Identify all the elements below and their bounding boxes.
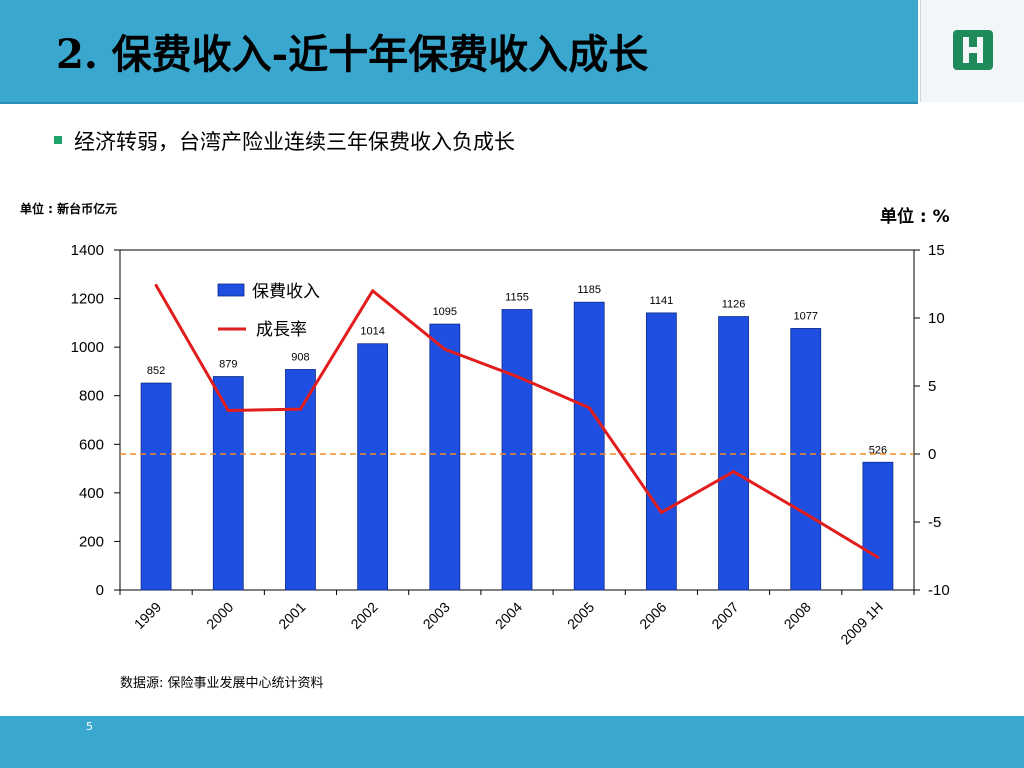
bar-2008	[790, 328, 822, 591]
bar-data-label: 908	[291, 351, 309, 363]
y-left-tick-label: 1400	[71, 242, 104, 259]
y-right-tick-label: 15	[928, 242, 945, 259]
legend-line-label: 成長率	[256, 320, 307, 340]
bar-2006	[645, 312, 677, 591]
growth-point-2002	[371, 289, 375, 293]
x-tick-label: 1999	[131, 599, 164, 632]
bar-2000	[212, 376, 244, 591]
y-left-tick-label: 1200	[71, 291, 104, 308]
x-tick-label: 2000	[203, 599, 236, 632]
x-tick-label: 2005	[564, 599, 597, 632]
growth-point-2008	[804, 512, 808, 516]
x-tick-label: 2003	[420, 599, 453, 632]
x-tick-label: 2004	[492, 599, 525, 632]
bar-1999	[140, 382, 172, 591]
y-left-tick-label: 400	[79, 485, 104, 502]
growth-point-2003	[443, 347, 447, 351]
unit-right-label: 单位 : %	[880, 207, 950, 227]
unit-left-label: 单位 : 新台币亿元	[20, 202, 118, 216]
y-left-tick-label: 800	[79, 388, 104, 405]
y-left-tick-label: 1000	[71, 339, 104, 356]
bar-2002	[357, 343, 389, 591]
x-tick-label: 2006	[636, 599, 669, 632]
growth-point-1999	[154, 283, 158, 287]
bar-data-label: 1014	[360, 326, 384, 338]
bar-data-label: 1126	[722, 299, 746, 311]
y-right-tick-label: 10	[928, 310, 945, 327]
y-left-tick-label: 0	[96, 582, 104, 599]
growth-point-2005	[587, 406, 591, 410]
x-tick-label: 2001	[275, 599, 308, 632]
x-tick-label: 2007	[708, 599, 741, 632]
source-note: 数据源: 保险事业发展中心统计资料	[120, 676, 324, 691]
page-number: 5	[86, 720, 93, 733]
growth-point-2006	[659, 510, 663, 514]
legend-bar-swatch	[217, 283, 245, 297]
bullet-item: 经济转弱，台湾产险业连续三年保费收入负成长	[54, 126, 515, 156]
bar-data-label: 852	[147, 365, 165, 377]
company-logo-icon	[953, 30, 993, 70]
footer-bar	[0, 716, 1024, 768]
legend-bar-label: 保費收入	[252, 282, 320, 302]
y-right-tick-label: -5	[928, 514, 941, 531]
bar-2004	[501, 309, 533, 591]
y-right-tick-label: 5	[928, 378, 936, 395]
x-tick-label: 2009 1H	[837, 599, 886, 648]
bar-data-label: 879	[219, 359, 237, 371]
bar-data-label: 1077	[793, 310, 817, 322]
bar-data-label: 1095	[433, 306, 457, 318]
bullet-square-icon	[54, 136, 62, 144]
combo-chart: 0 200 400 600 800 1000 1200 1400 -10 -5 0 5 10 15 852 8…	[71, 242, 950, 648]
bar-data-label: 1185	[577, 284, 601, 296]
y-left-tick-label: 600	[79, 436, 104, 453]
growth-point-2004	[515, 374, 519, 378]
y-right-tick-label: -10	[928, 582, 950, 599]
growth-point-2000	[226, 408, 230, 412]
growth-point-2001	[298, 407, 302, 411]
bar-2005	[573, 301, 605, 591]
bar-2001	[285, 369, 316, 591]
x-tick-label: 2008	[781, 599, 814, 632]
logo-box	[920, 0, 1024, 102]
growth-point-2009 1H	[876, 555, 880, 559]
y-left-tick-label: 200	[79, 533, 104, 550]
bar-2003	[429, 323, 461, 591]
bar-data-label: 1155	[505, 292, 529, 304]
x-tick-label: 2002	[347, 599, 380, 632]
bar-2009 1H	[862, 461, 894, 591]
growth-point-2007	[732, 470, 736, 474]
y-right-tick-label: 0	[928, 446, 936, 463]
slide-title: 2. 保费收入-近十年保费收入成长	[56, 31, 649, 78]
bullet-text: 经济转弱，台湾产险业连续三年保费收入负成长	[74, 130, 515, 154]
header-bar: 2. 保费收入-近十年保费收入成长	[0, 0, 918, 104]
bar-data-label: 1141	[650, 295, 674, 307]
